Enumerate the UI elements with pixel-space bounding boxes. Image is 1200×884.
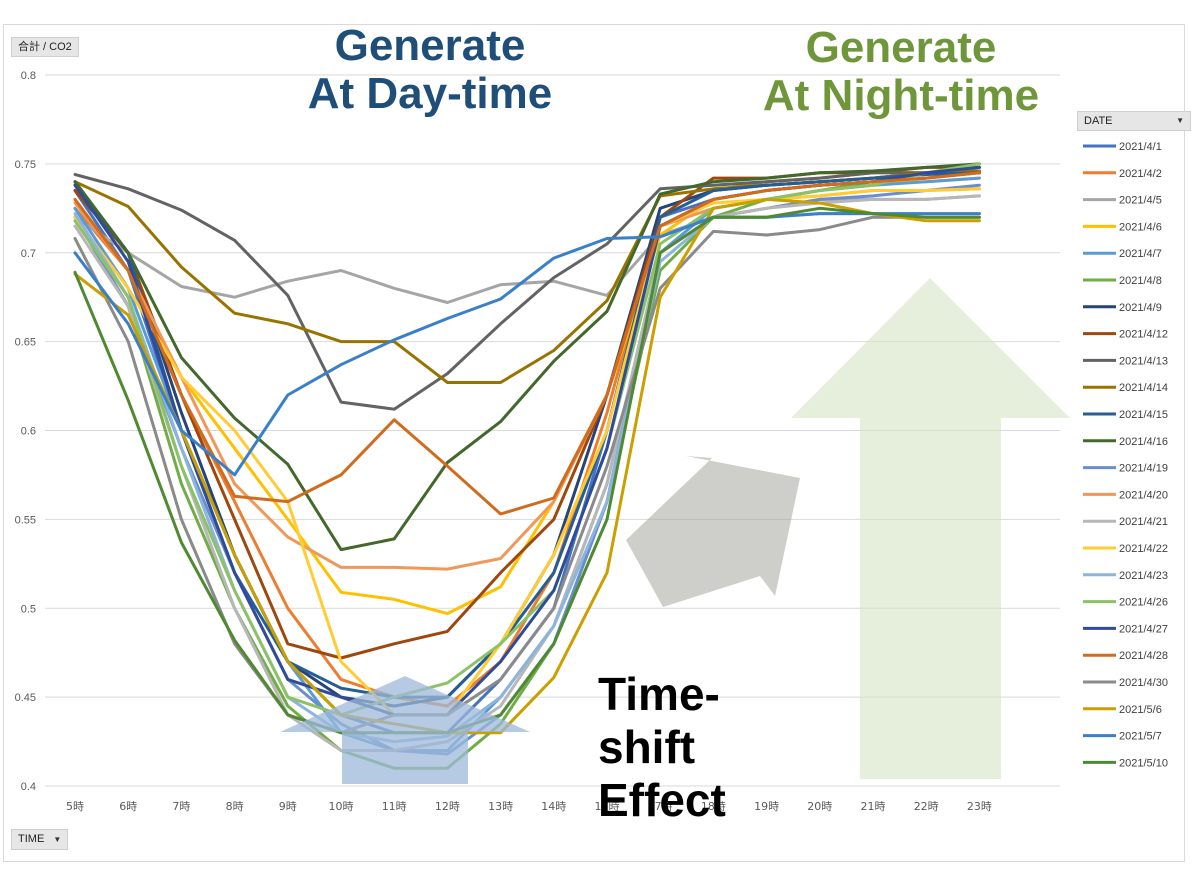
legend-entry[interactable]: 2021/4/8 (1119, 275, 1162, 287)
legend-entry[interactable]: 2021/4/15 (1119, 409, 1168, 421)
timeshift-line1: Time- (598, 668, 720, 720)
x-tick-label: 12時 (435, 800, 460, 813)
legend-entry[interactable]: 2021/4/7 (1119, 248, 1162, 260)
series-lines (73, 162, 981, 770)
legend-entry[interactable]: 2021/5/7 (1119, 731, 1162, 743)
dropdown-arrow-icon: ▼ (53, 835, 62, 844)
timeshift-label: Time- shift Effect (598, 668, 726, 827)
legend-field-label: DATE (1084, 115, 1113, 127)
timeshift-line3: Effect (598, 773, 726, 826)
legend-entry[interactable]: 2021/5/6 (1119, 704, 1162, 716)
value-field-button[interactable]: 合計 / CO2 (11, 37, 79, 57)
x-tick-label: 13時 (488, 800, 513, 813)
value-field-label: 合計 / CO2 (18, 41, 72, 53)
series-line (73, 194, 981, 752)
legend-entry[interactable]: 2021/4/6 (1119, 221, 1162, 233)
legend-field-button[interactable]: DATE ▼ (1077, 111, 1191, 131)
series-line (73, 165, 981, 717)
legend-entry[interactable]: 2021/4/2 (1119, 168, 1162, 180)
axis-field-button[interactable]: TIME ▼ (11, 829, 69, 850)
legend-entry[interactable]: 2021/4/12 (1119, 329, 1168, 341)
legend-entry[interactable]: 2021/4/20 (1119, 489, 1168, 501)
x-tick-label: 9時 (279, 800, 297, 813)
legend-entry[interactable]: 2021/4/30 (1119, 677, 1168, 689)
legend-entry[interactable]: 2021/4/27 (1119, 623, 1168, 635)
y-tick-label: 0.8 (21, 70, 36, 82)
series-line (73, 215, 981, 735)
x-tick-label: 23時 (967, 800, 992, 813)
x-tick-label: 19時 (754, 800, 779, 813)
legend-entry[interactable]: 2021/4/26 (1119, 597, 1168, 609)
legend-entry[interactable]: 2021/4/16 (1119, 436, 1168, 448)
y-tick-label: 0.6 (21, 426, 36, 438)
night-title-line1: Generate (805, 23, 997, 72)
x-tick-label: 22時 (914, 800, 939, 813)
day-title: Generate At Day-time (270, 22, 590, 117)
x-tick-label: 6時 (119, 800, 137, 813)
x-axis: 5時 6時 7時 8時 9時 10時 11時 12時 13時 14時 15時 17時 18時 19時 20時… (66, 800, 992, 813)
x-tick-label: 8時 (226, 800, 244, 813)
x-tick-label: 14時 (541, 800, 566, 813)
axis-field-label: TIME (18, 833, 45, 845)
series-line (73, 171, 981, 516)
x-tick-label: 11時 (382, 800, 407, 813)
dropdown-arrow-icon: ▼ (1176, 116, 1184, 125)
day-title-line2: At Day-time (307, 68, 553, 118)
timeshift-line2: shift (598, 720, 696, 773)
legend-entry[interactable]: 2021/4/21 (1119, 516, 1168, 528)
series-line (73, 212, 981, 477)
y-tick-label: 0.4 (21, 781, 36, 793)
day-up-arrow-icon (280, 676, 530, 784)
legend-entry[interactable]: 2021/5/10 (1119, 757, 1168, 769)
series-line (73, 162, 981, 552)
night-up-arrow-icon (791, 278, 1070, 779)
night-title: Generate At Night-time (722, 24, 1080, 119)
x-tick-label: 20時 (807, 800, 832, 813)
legend: 2021/4/1 2021/4/2 2021/4/5 2021/4/6 2021/4/7… (1083, 141, 1168, 769)
y-axis: 0.4 0.45 0.5 0.55 0.6 0.65 0.7 0.75 0.8 (15, 70, 36, 793)
x-tick-label: 15時 (595, 800, 620, 813)
legend-entry[interactable]: 2021/4/19 (1119, 463, 1168, 475)
y-tick-label: 0.5 (21, 603, 36, 615)
series-line (73, 206, 981, 735)
x-tick-label: 5時 (66, 800, 84, 813)
y-tick-label: 0.55 (15, 514, 36, 526)
legend-entry[interactable]: 2021/4/14 (1119, 382, 1168, 394)
x-tick-label: 10時 (329, 800, 354, 813)
y-tick-label: 0.75 (15, 159, 36, 171)
legend-entry[interactable]: 2021/4/5 (1119, 195, 1162, 207)
legend-entry[interactable]: 2021/4/9 (1119, 302, 1162, 314)
legend-entry[interactable]: 2021/4/28 (1119, 650, 1168, 662)
series-line (73, 197, 981, 735)
day-title-line1: Generate (334, 21, 526, 70)
x-tick-label: 7時 (172, 800, 190, 813)
y-tick-label: 0.7 (21, 248, 36, 260)
diagonal-arrow-icon (626, 456, 800, 607)
legend-entry[interactable]: 2021/4/13 (1119, 355, 1168, 367)
series-line (73, 162, 981, 717)
legend-entry[interactable]: 2021/4/22 (1119, 543, 1168, 555)
x-tick-label: 21時 (861, 800, 886, 813)
night-title-line2: At Night-time (762, 70, 1040, 120)
series-line (73, 187, 981, 717)
legend-entry[interactable]: 2021/4/23 (1119, 570, 1168, 582)
series-line (73, 169, 981, 411)
legend-entry[interactable]: 2021/4/1 (1119, 141, 1162, 153)
x-tick-label: 17時 (648, 800, 673, 813)
y-tick-label: 0.45 (15, 692, 36, 704)
x-tick-label: 18時 (701, 800, 726, 813)
y-tick-label: 0.65 (15, 337, 36, 349)
